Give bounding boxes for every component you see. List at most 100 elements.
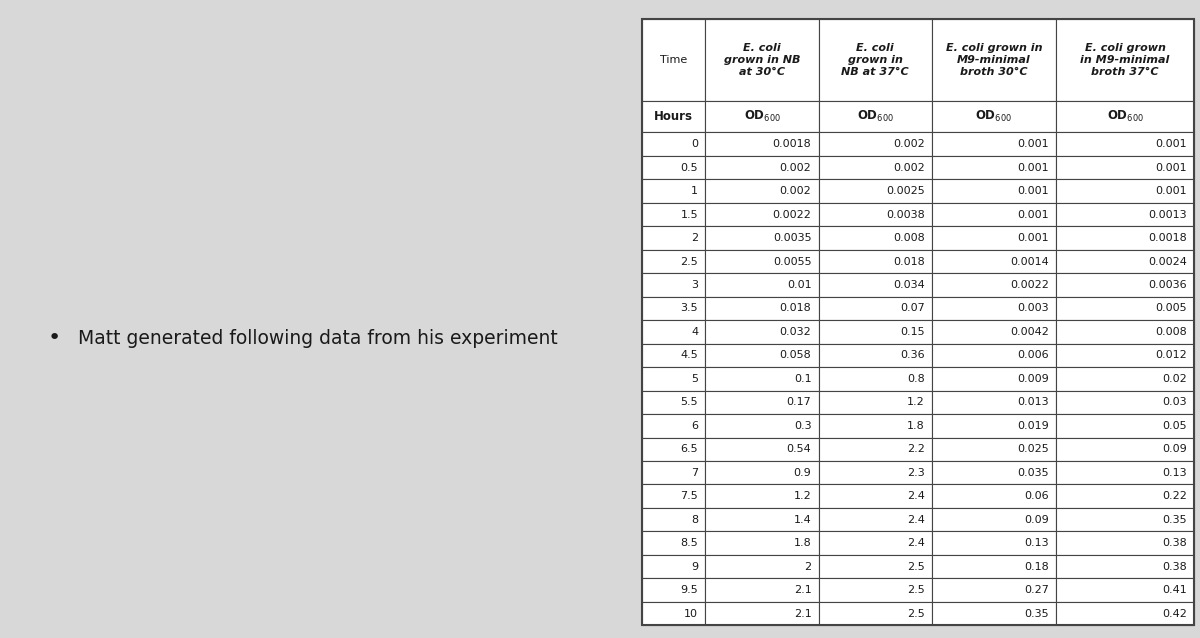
Text: 0.018: 0.018 [893, 256, 924, 267]
Bar [1056, 226, 1194, 250]
Bar [1056, 438, 1194, 461]
Bar [642, 367, 706, 390]
Text: 0.035: 0.035 [1018, 468, 1049, 478]
Bar [931, 367, 1056, 390]
Text: 0.09: 0.09 [1024, 515, 1049, 524]
Bar [818, 203, 931, 226]
Bar [642, 273, 706, 297]
Text: 0.001: 0.001 [1156, 139, 1187, 149]
Bar [706, 531, 818, 555]
Bar [706, 133, 818, 156]
Bar [706, 555, 818, 578]
Text: 4: 4 [691, 327, 698, 337]
Bar [706, 578, 818, 602]
Bar [1056, 19, 1194, 101]
Text: 0.09: 0.09 [1162, 444, 1187, 454]
Text: 7: 7 [691, 468, 698, 478]
Bar [642, 531, 706, 555]
Bar [706, 414, 818, 438]
Bar [1056, 390, 1194, 414]
Bar [931, 414, 1056, 438]
Bar [642, 156, 706, 179]
Text: E. coli grown
in M9-minimal
broth 37°C: E. coli grown in M9-minimal broth 37°C [1080, 43, 1170, 77]
Text: 2.5: 2.5 [907, 561, 924, 572]
Text: 0.54: 0.54 [787, 444, 811, 454]
Bar [1056, 101, 1194, 133]
Bar [931, 602, 1056, 625]
Bar [818, 226, 931, 250]
Bar [706, 273, 818, 297]
Text: 1.2: 1.2 [907, 397, 924, 407]
Bar [706, 101, 818, 133]
Bar [818, 179, 931, 203]
Text: 0.9: 0.9 [793, 468, 811, 478]
Text: 0.01: 0.01 [787, 280, 811, 290]
Bar [1056, 250, 1194, 273]
Bar [818, 320, 931, 344]
Text: E. coli
grown in NB
at 30°C: E. coli grown in NB at 30°C [724, 43, 800, 77]
Text: 0.0013: 0.0013 [1148, 210, 1187, 219]
Text: 2.5: 2.5 [907, 585, 924, 595]
Bar [818, 101, 931, 133]
Text: 0.003: 0.003 [1018, 304, 1049, 313]
Bar [642, 414, 706, 438]
Text: 0.0018: 0.0018 [1148, 233, 1187, 243]
Text: 9: 9 [691, 561, 698, 572]
Text: 0.36: 0.36 [900, 350, 924, 360]
Text: •: • [48, 328, 61, 348]
Text: 1: 1 [691, 186, 698, 196]
Bar [931, 320, 1056, 344]
Bar [818, 531, 931, 555]
Bar [1056, 203, 1194, 226]
Bar [931, 390, 1056, 414]
Text: 0.002: 0.002 [780, 186, 811, 196]
Bar [642, 179, 706, 203]
Bar [931, 297, 1056, 320]
Bar [706, 602, 818, 625]
Bar [706, 438, 818, 461]
Bar [642, 320, 706, 344]
Text: 0.8: 0.8 [907, 374, 924, 384]
Bar [706, 508, 818, 531]
Bar [706, 250, 818, 273]
Text: 8.5: 8.5 [680, 538, 698, 548]
Text: 0.001: 0.001 [1018, 210, 1049, 219]
Bar [706, 367, 818, 390]
Bar [706, 344, 818, 367]
Bar [1056, 531, 1194, 555]
Bar [642, 250, 706, 273]
Text: 0.0042: 0.0042 [1010, 327, 1049, 337]
Text: 0.22: 0.22 [1162, 491, 1187, 501]
Text: OD$_{600}$: OD$_{600}$ [857, 109, 894, 124]
Text: 7.5: 7.5 [680, 491, 698, 501]
Text: 2: 2 [804, 561, 811, 572]
Text: 2: 2 [691, 233, 698, 243]
Text: 2.1: 2.1 [793, 609, 811, 618]
Text: OD$_{600}$: OD$_{600}$ [744, 109, 780, 124]
Bar [818, 602, 931, 625]
Text: 2.1: 2.1 [793, 585, 811, 595]
Text: 0.0038: 0.0038 [886, 210, 924, 219]
Bar [931, 461, 1056, 484]
Bar [642, 484, 706, 508]
Bar [1056, 367, 1194, 390]
Text: 0.001: 0.001 [1018, 233, 1049, 243]
Bar [706, 484, 818, 508]
Text: 2.2: 2.2 [907, 444, 924, 454]
Text: 0.002: 0.002 [893, 139, 924, 149]
Bar [818, 344, 931, 367]
Text: 0: 0 [691, 139, 698, 149]
Bar [642, 578, 706, 602]
Text: 0.018: 0.018 [780, 304, 811, 313]
Text: 3.5: 3.5 [680, 304, 698, 313]
Bar [1056, 602, 1194, 625]
Bar [706, 156, 818, 179]
Text: E. coli
grown in
NB at 37°C: E. coli grown in NB at 37°C [841, 43, 910, 77]
Bar [1056, 344, 1194, 367]
Bar [1056, 414, 1194, 438]
Text: 2.4: 2.4 [907, 515, 924, 524]
Text: 2.5: 2.5 [680, 256, 698, 267]
Text: 0.0025: 0.0025 [886, 186, 924, 196]
Text: 0.019: 0.019 [1018, 421, 1049, 431]
Bar [931, 101, 1056, 133]
